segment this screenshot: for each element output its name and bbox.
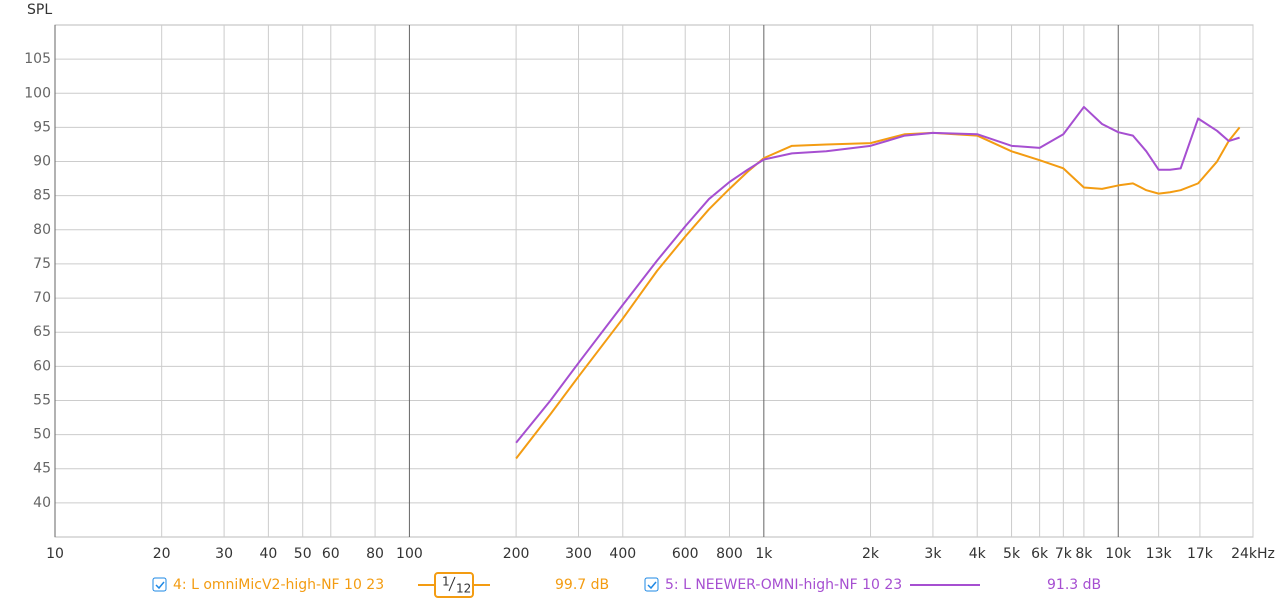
x-tick-label: 200 xyxy=(503,546,530,562)
y-tick-label: 80 xyxy=(33,222,51,238)
x-tick-label: 5k xyxy=(1003,546,1021,562)
fraction-slash xyxy=(448,576,456,592)
checkmark xyxy=(155,581,165,590)
x-tick-label: 50 xyxy=(294,546,312,562)
y-tick-label: 100 xyxy=(24,85,51,101)
smoothing-box[interactable] xyxy=(434,572,474,598)
legend-level: 99.7 dB xyxy=(555,577,609,593)
y-tick-label: 55 xyxy=(33,392,51,408)
x-tick-label: 100 xyxy=(396,546,423,562)
checkmark xyxy=(647,581,657,590)
x-tick-label: 13k xyxy=(1146,546,1173,562)
plot-area xyxy=(54,24,1254,538)
legend-level: 91.3 dB xyxy=(1047,577,1101,593)
y-tick-label: 60 xyxy=(33,358,51,374)
legend-checkbox[interactable] xyxy=(152,577,167,592)
x-tick-label: 20 xyxy=(153,546,171,562)
x-tick-label: 10k xyxy=(1105,546,1132,562)
y-tick-label: 95 xyxy=(33,119,51,135)
x-tick-label: 2k xyxy=(862,546,880,562)
x-tick-label: 800 xyxy=(716,546,743,562)
x-tick-label: 40 xyxy=(259,546,277,562)
x-tick-label: 1k xyxy=(755,546,773,562)
x-tick-label: 300 xyxy=(565,546,592,562)
smoothing-numerator: 1 xyxy=(442,575,450,589)
y-tick-label: 65 xyxy=(33,324,51,340)
x-tick-label: 4k xyxy=(969,546,987,562)
y-tick-label: 90 xyxy=(33,154,51,170)
x-tick-label: 17k xyxy=(1187,546,1214,562)
series-line xyxy=(515,126,1241,460)
x-tick-label: 60 xyxy=(322,546,340,562)
y-tick-label: 40 xyxy=(33,495,51,511)
y-tick-label: 50 xyxy=(33,427,51,443)
x-tick-label: 400 xyxy=(609,546,636,562)
y-axis-label: SPL xyxy=(27,2,52,18)
x-tick-label: 3k xyxy=(924,546,942,562)
x-tick-label: 24kHz xyxy=(1231,546,1275,562)
y-tick-label: 85 xyxy=(33,188,51,204)
x-tick-label: 10 xyxy=(46,546,64,562)
legend-label: 5: L NEEWER-OMNI-high-NF 10 23 xyxy=(665,577,902,593)
x-tick-label: 80 xyxy=(366,546,384,562)
y-tick-label: 70 xyxy=(33,290,51,306)
series-line xyxy=(515,105,1240,444)
x-tick-label: 6k xyxy=(1031,546,1049,562)
y-tick-label: 45 xyxy=(33,461,51,477)
y-tick-label: 75 xyxy=(33,256,51,272)
x-tick-label: 7k xyxy=(1055,546,1073,562)
y-tick-label: 105 xyxy=(24,51,51,67)
x-tick-label: 30 xyxy=(215,546,233,562)
x-tick-label: 8k xyxy=(1075,546,1093,562)
legend-label: 4: L omniMicV2-high-NF 10 23 xyxy=(173,577,384,593)
x-tick-label: 600 xyxy=(672,546,699,562)
legend-checkbox[interactable] xyxy=(644,577,659,592)
smoothing-denominator: 12 xyxy=(456,582,471,596)
